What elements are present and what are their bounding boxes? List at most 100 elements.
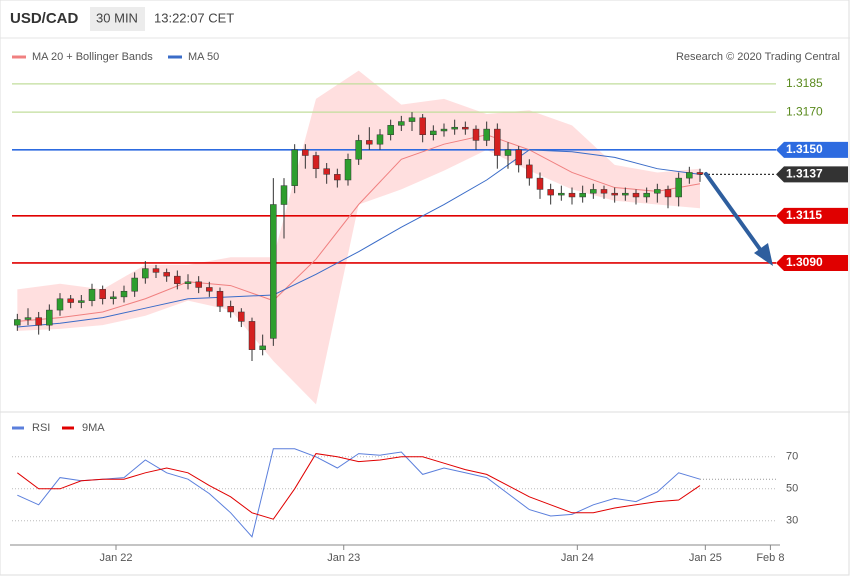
level-tag — [776, 207, 848, 224]
candle-body — [558, 192, 565, 196]
interval-box — [90, 7, 145, 31]
candle-body — [312, 155, 320, 169]
candle-body — [355, 140, 362, 160]
candle-body — [440, 128, 448, 132]
x-tick-label: Feb 8 — [756, 552, 784, 564]
candle-body — [216, 290, 224, 307]
candle-body — [142, 268, 149, 279]
candle-body — [504, 149, 512, 156]
candle-body — [654, 189, 661, 194]
candle-body — [611, 192, 618, 196]
y-tick-label: 70 — [786, 451, 798, 463]
x-tick-label: Jan 24 — [561, 552, 594, 564]
x-tick-label: Jan 22 — [99, 552, 132, 564]
candle-body — [579, 192, 586, 198]
candle-body — [419, 117, 426, 136]
level-label: 1.3150 — [786, 142, 823, 156]
level-label: 1.3137 — [786, 167, 823, 181]
candle-body — [302, 149, 309, 156]
candle-body — [14, 319, 21, 326]
legend-label: 9MA — [82, 422, 105, 434]
candle-body — [430, 130, 437, 136]
forecast-arrow — [704, 172, 773, 266]
candle-body — [56, 298, 64, 311]
candle-body — [664, 189, 672, 198]
candle-body — [227, 306, 234, 313]
interval: 30 MIN — [96, 10, 138, 25]
candle-body — [291, 149, 298, 186]
level-label: 1.3115 — [786, 208, 822, 222]
candle-body — [120, 290, 128, 298]
candle-body — [686, 172, 693, 179]
level-tag — [776, 141, 848, 158]
time: 13:22:07 CET — [154, 10, 234, 25]
level-label: 1.3170 — [786, 104, 823, 118]
candle-body — [334, 174, 341, 181]
plot: 1.3185 1.3170 1.3150 1.3137 1.3115 1.3090 MA 2… — [12, 51, 848, 564]
candle-body — [696, 172, 704, 175]
candle-body — [483, 128, 490, 141]
level-tag — [776, 254, 848, 271]
candle-body — [366, 140, 373, 145]
candle-body — [675, 177, 682, 198]
candle-body — [494, 128, 501, 156]
candle-body — [270, 204, 277, 339]
x-tick-label: Jan 23 — [327, 552, 360, 564]
candle-body — [568, 192, 576, 198]
candle-body — [600, 189, 608, 194]
candle-body — [632, 192, 640, 198]
candle-body — [462, 126, 469, 130]
candle-body — [110, 296, 117, 300]
candle-body — [526, 164, 533, 179]
candle-body — [35, 317, 42, 326]
credit: Research © 2020 Trading Central — [676, 51, 840, 63]
moving-average — [17, 134, 701, 322]
legend-label: RSI — [32, 422, 50, 434]
candle-body — [206, 287, 213, 292]
candle-body — [323, 168, 330, 175]
candle-body — [131, 277, 138, 292]
candle-body — [547, 189, 554, 196]
candle-body — [408, 117, 416, 122]
legend-label: MA 20 + Bollinger Bands — [32, 51, 153, 63]
arrow-shaft — [704, 172, 764, 254]
candle-body — [387, 125, 394, 136]
y-tick-label: 30 — [786, 515, 798, 527]
candle-body — [280, 185, 288, 205]
candle-body — [248, 321, 256, 350]
candle-body — [515, 149, 522, 166]
candle-body — [46, 309, 53, 326]
candle-body — [24, 317, 32, 320]
candle-body — [259, 345, 266, 350]
candle-body — [67, 298, 74, 303]
candle-body — [590, 189, 597, 194]
candle-body — [398, 121, 405, 126]
arrow-head — [754, 243, 773, 266]
candle-body — [195, 281, 202, 288]
x-tick-label: Jan 25 — [689, 552, 722, 564]
legend-label: MA 50 — [188, 51, 219, 63]
candle-body — [643, 192, 650, 198]
level-label: 1.3185 — [786, 76, 823, 90]
candle-body — [99, 289, 106, 300]
candle-body — [622, 192, 629, 196]
symbol: USD/CAD — [10, 10, 79, 27]
candle-body — [78, 300, 85, 303]
rsi-line — [17, 453, 701, 520]
candle-body — [472, 128, 480, 141]
bollinger-band — [17, 70, 701, 405]
candle-body — [163, 272, 170, 277]
candle-body — [184, 281, 192, 284]
candle-body — [451, 126, 458, 130]
candle-body — [174, 275, 181, 284]
level-tag — [776, 166, 848, 183]
level-label: 1.3090 — [786, 255, 823, 269]
candle-body — [88, 289, 96, 301]
moving-average — [17, 149, 701, 328]
y-tick-label: 50 — [786, 483, 798, 495]
candle-body — [536, 177, 544, 190]
candle-body — [238, 311, 245, 322]
